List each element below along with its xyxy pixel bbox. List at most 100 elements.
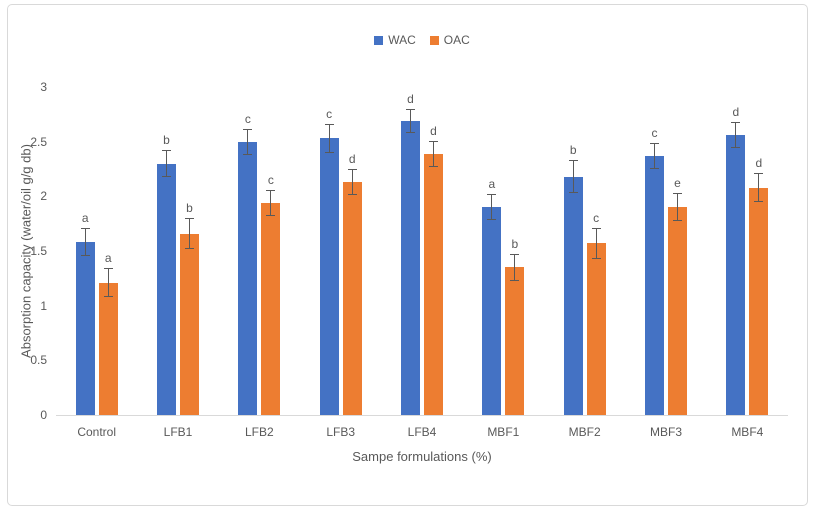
significance-letter: a <box>488 177 496 192</box>
error-bar-stem <box>654 142 655 169</box>
y-tick-label: 2.5 <box>30 134 47 149</box>
error-bar <box>754 173 764 202</box>
significance-letter: d <box>732 104 740 119</box>
bar-oac-mbf4 <box>749 187 769 415</box>
error-bar <box>103 268 113 297</box>
significance-letter: c <box>593 211 600 226</box>
legend-swatch-icon <box>374 35 384 45</box>
bar-wac-mbf3 <box>645 155 664 415</box>
significance-letter: b <box>569 143 577 158</box>
x-axis-title: Sampe formulations (%) <box>352 449 492 464</box>
error-bar <box>510 254 520 281</box>
x-tick-label: LFB4 <box>407 425 437 439</box>
error-bar <box>429 140 438 167</box>
error-bar-stem <box>595 228 597 259</box>
y-tick-label: 1.5 <box>30 244 47 258</box>
bar-oac-mbf3 <box>668 207 687 415</box>
error-bar-cap-bottom <box>243 153 253 155</box>
bar-wac-mbf4 <box>726 135 746 415</box>
x-tick-label: MBF4 <box>731 425 764 439</box>
error-bar-stem <box>270 189 272 216</box>
bar-oac-lfb3 <box>342 182 362 415</box>
error-bar-cap-bottom <box>103 295 113 297</box>
significance-letter: c <box>244 111 251 126</box>
error-bar-cap-bottom <box>406 131 415 133</box>
bar-wac-lfb1 <box>157 163 176 415</box>
x-tick-label: MBF3 <box>649 425 682 439</box>
error-bar-cap-bottom <box>510 279 520 281</box>
x-axis-line <box>56 415 788 416</box>
error-bar-cap-bottom <box>162 175 171 177</box>
error-bar <box>80 228 90 257</box>
error-bar-cap-bottom <box>673 220 682 222</box>
bar-oac-lfb2 <box>261 202 281 415</box>
bar-wac-control <box>75 242 95 415</box>
bar-oac-mbf2 <box>586 243 606 415</box>
error-bar <box>650 142 659 169</box>
y-tick-label: 0 <box>40 408 47 422</box>
x-tick-label: Control <box>77 425 116 439</box>
error-bar-cap-bottom <box>487 219 497 221</box>
error-bar-stem <box>328 124 330 153</box>
error-bar-stem <box>758 173 760 202</box>
significance-letter: b <box>163 133 170 148</box>
x-tick-label: LFB3 <box>326 425 355 439</box>
error-bar-stem <box>491 194 493 221</box>
error-bar <box>731 121 741 149</box>
error-bar-cap-bottom <box>324 151 334 153</box>
error-bar <box>324 124 334 153</box>
significance-letter: b <box>511 237 519 252</box>
error-bar <box>243 128 253 155</box>
legend-swatch-icon <box>429 35 439 45</box>
error-bar-stem <box>107 268 109 297</box>
error-bar-stem <box>410 108 411 133</box>
x-tick-label: MBF2 <box>568 425 601 439</box>
error-bar-cap-bottom <box>347 194 357 196</box>
error-bar <box>487 194 497 221</box>
legend-item-wac: WAC <box>374 33 416 47</box>
significance-letter: a <box>104 251 112 266</box>
error-bar <box>591 228 601 259</box>
significance-letter: d <box>348 152 356 166</box>
error-bar-stem <box>514 254 516 281</box>
significance-letter: e <box>674 176 681 191</box>
significance-letter: c <box>326 107 333 122</box>
significance-letter: c <box>267 172 274 187</box>
error-bar-stem <box>351 169 353 196</box>
error-bar-cap-bottom <box>754 200 764 202</box>
error-bar-cap-bottom <box>266 215 276 216</box>
chart-legend: WAC OAC <box>56 33 788 47</box>
bar-oac-mbf1 <box>505 267 525 415</box>
error-bar-cap-bottom <box>568 192 578 194</box>
bar-wac-mbf2 <box>563 176 583 415</box>
error-bar-cap-bottom <box>429 165 438 167</box>
bar-wac-mbf1 <box>482 207 502 415</box>
y-tick-label: 3 <box>40 80 47 94</box>
significance-letter: b <box>186 201 193 216</box>
error-bar-cap-bottom <box>650 167 659 169</box>
significance-letter: d <box>407 91 414 106</box>
error-bar <box>266 189 276 216</box>
error-bar-cap-bottom <box>80 255 90 257</box>
bar-wac-lfb4 <box>401 120 420 415</box>
y-tick-label: 1 <box>40 298 47 313</box>
error-bar <box>162 150 171 177</box>
bar-wac-lfb2 <box>238 141 258 415</box>
error-bar <box>185 218 194 249</box>
x-tick-label: MBF1 <box>487 425 520 439</box>
significance-letter: c <box>651 125 658 140</box>
bar-oac-control <box>98 282 118 415</box>
bar-oac-lfb1 <box>180 233 199 415</box>
error-bar-cap-bottom <box>591 257 601 259</box>
error-bar-stem <box>189 218 190 249</box>
error-bar-stem <box>247 128 249 155</box>
error-bar <box>406 108 415 133</box>
y-tick-label: 2 <box>40 189 47 204</box>
error-bar <box>673 193 682 222</box>
y-tick-label: 0.5 <box>30 353 47 368</box>
error-bar-cap-bottom <box>185 247 194 249</box>
legend-label: WAC <box>388 33 416 47</box>
significance-letter: a <box>81 211 89 226</box>
error-bar-cap-bottom <box>731 147 741 149</box>
